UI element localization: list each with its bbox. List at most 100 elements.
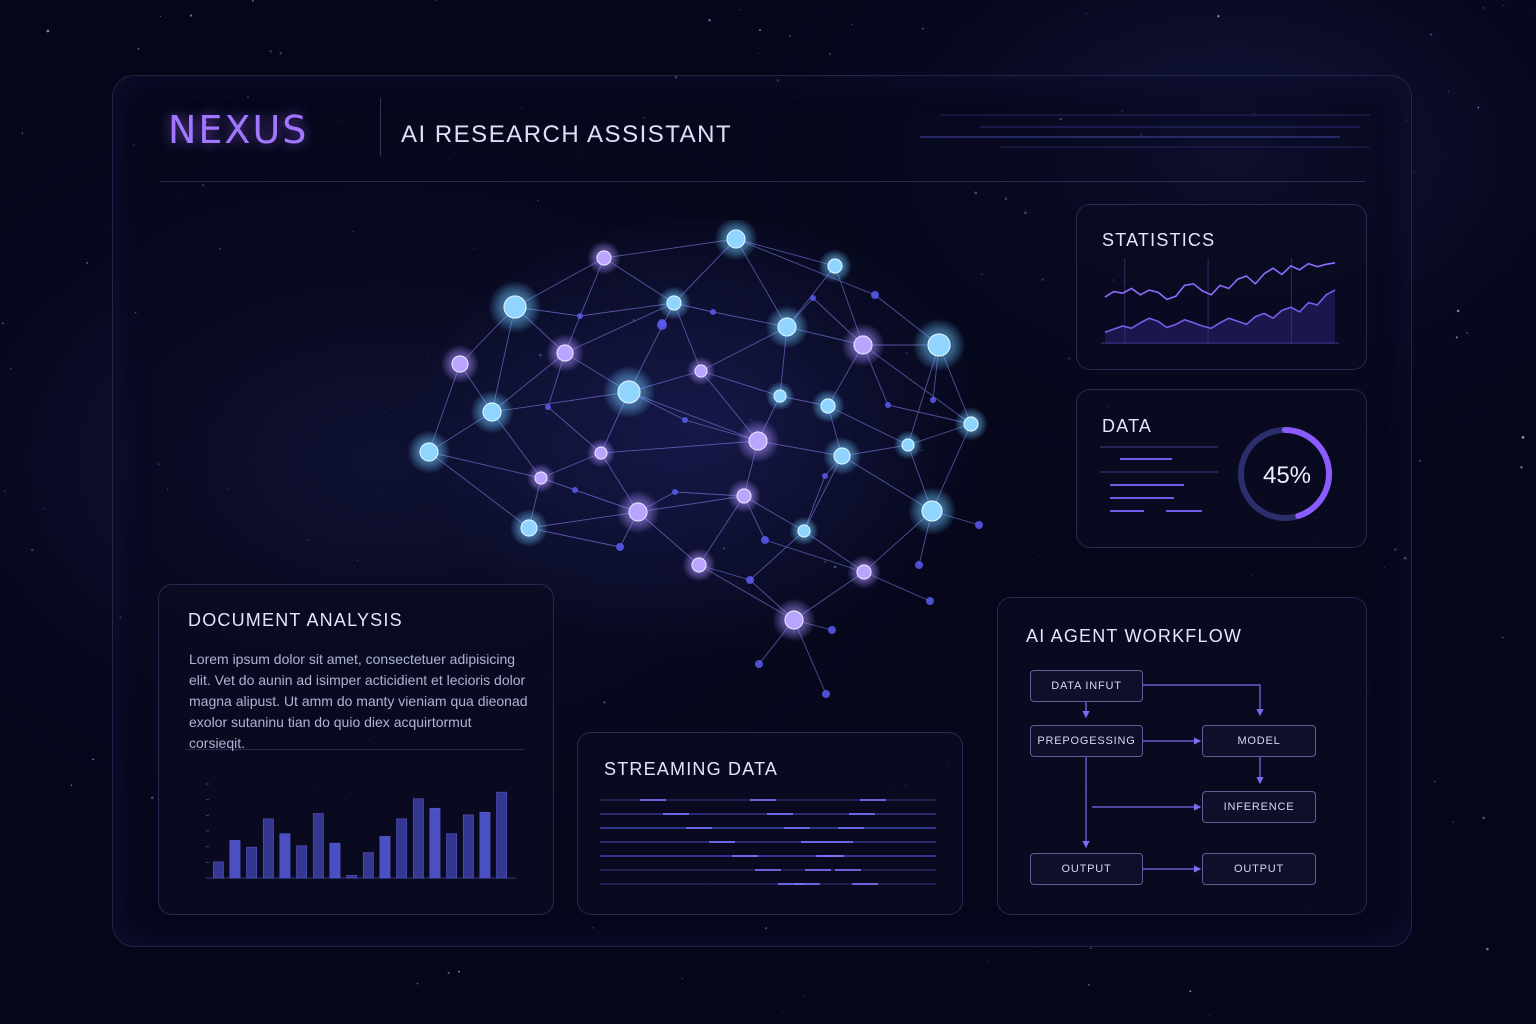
star (1520, 674, 1522, 676)
star (21, 132, 24, 134)
workflow-node-output-left[interactable]: OUTPUT (1030, 853, 1143, 885)
bar (246, 846, 258, 879)
series-line (1104, 262, 1336, 301)
network-node (912, 318, 966, 372)
network-node (885, 402, 891, 408)
streaming-data-title: STREAMING DATA (604, 759, 779, 779)
data-card: DATA (1076, 389, 1367, 548)
star (1418, 459, 1422, 462)
star (1087, 983, 1090, 986)
network-node (915, 561, 923, 569)
workflow-node-data-input[interactable]: DATA INFUT (1030, 670, 1143, 702)
network-node (822, 473, 828, 479)
bar (446, 833, 458, 879)
star (1085, 13, 1087, 15)
network-node (926, 597, 934, 605)
network-node (841, 323, 885, 367)
header-rule (160, 181, 1365, 182)
bar (362, 852, 374, 879)
star (92, 758, 94, 761)
star (31, 548, 34, 552)
workflow-title: AI AGENT WORKFLOW (1026, 626, 1243, 646)
progress-percent: 45% (1262, 462, 1312, 489)
network-node (954, 407, 988, 441)
streaming-lines (600, 799, 936, 885)
star (921, 27, 924, 30)
workflow-connectors (1082, 684, 1264, 873)
star (137, 48, 140, 50)
star (46, 29, 50, 33)
network-node (714, 220, 758, 261)
network-node (765, 305, 809, 349)
star (108, 226, 110, 228)
star (9, 367, 12, 370)
network-edge (603, 238, 737, 259)
star (223, 995, 225, 997)
star (1455, 336, 1458, 339)
workflow-node-output-right[interactable]: OUTPUT (1202, 853, 1316, 885)
star (43, 508, 46, 510)
workflow-node-inference[interactable]: INFERENCE (1202, 791, 1316, 823)
network-node (810, 295, 816, 301)
network-node (509, 508, 549, 548)
star (1482, 7, 1485, 9)
network-node (710, 309, 716, 315)
star (269, 49, 272, 53)
star (3, 490, 6, 492)
network-node (545, 333, 585, 373)
star (1209, 1014, 1210, 1016)
network-node (727, 479, 761, 513)
network-node (761, 536, 769, 544)
star (1456, 309, 1460, 313)
document-analysis-text: Lorem ipsum dolor sit amet, consectetuer… (189, 651, 528, 751)
bar (346, 875, 358, 879)
network-edge (600, 440, 759, 454)
network-node (746, 576, 754, 584)
workflow-node-preprocessing[interactable]: PREPOGESSING (1030, 725, 1143, 757)
bar (229, 840, 241, 879)
star (1486, 947, 1489, 951)
network-node (616, 543, 624, 551)
star (789, 35, 791, 37)
bar (312, 813, 324, 879)
star (708, 18, 711, 22)
star (1533, 14, 1535, 15)
star (189, 14, 193, 17)
star (851, 24, 853, 26)
star (1510, 270, 1512, 272)
star (740, 9, 742, 11)
star (1520, 465, 1523, 469)
bar (429, 807, 441, 879)
network-node (772, 598, 816, 642)
network-node (616, 490, 660, 534)
star (1452, 821, 1454, 823)
network-node (908, 487, 956, 535)
workflow-node-model[interactable]: MODEL (1202, 725, 1316, 757)
network-node (658, 319, 666, 327)
star (1482, 816, 1486, 820)
bar (279, 833, 291, 879)
network-node (440, 344, 480, 384)
bar (296, 845, 308, 879)
star (802, 995, 805, 997)
star (1521, 436, 1525, 439)
network-node (930, 397, 936, 403)
bar (379, 836, 391, 879)
network-node (526, 463, 556, 493)
star (457, 970, 460, 973)
network-node (755, 660, 763, 668)
star (435, 0, 437, 1)
bar (396, 818, 408, 879)
network-node (657, 286, 691, 320)
bar (329, 842, 341, 879)
network-node (847, 555, 881, 589)
network-node (818, 249, 852, 283)
statistics-title: STATISTICS (1102, 230, 1216, 250)
network-node (488, 280, 542, 334)
network-node (587, 241, 621, 275)
network-node (577, 313, 583, 319)
star (759, 29, 761, 32)
star (1189, 990, 1192, 993)
star (1217, 15, 1220, 18)
network-edge (564, 302, 675, 354)
